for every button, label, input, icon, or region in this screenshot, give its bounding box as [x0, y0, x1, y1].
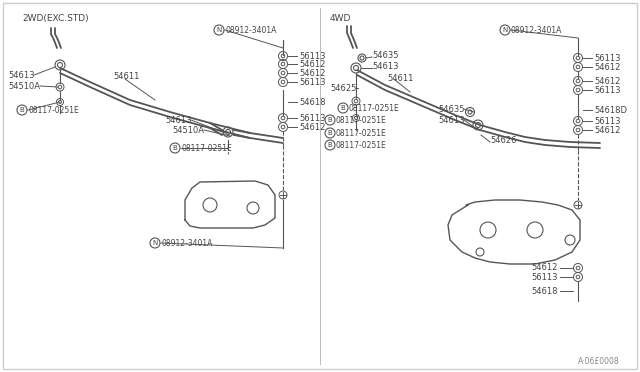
- Text: 54612: 54612: [299, 122, 325, 131]
- Text: B: B: [173, 145, 177, 151]
- Text: 08117-0251E: 08117-0251E: [336, 128, 387, 138]
- Text: B: B: [20, 107, 24, 113]
- Text: 56113: 56113: [594, 116, 621, 125]
- Text: 08912-3401A: 08912-3401A: [511, 26, 563, 35]
- Text: 54618: 54618: [299, 97, 326, 106]
- Text: 54612: 54612: [594, 125, 620, 135]
- Text: 54626: 54626: [490, 135, 516, 144]
- Text: 08117-0251E: 08117-0251E: [349, 103, 400, 112]
- Text: 4WD: 4WD: [330, 13, 351, 22]
- Text: N: N: [216, 27, 221, 33]
- Text: 54618: 54618: [531, 286, 558, 295]
- Text: 54612: 54612: [532, 263, 558, 273]
- Text: 08117-0251E: 08117-0251E: [181, 144, 232, 153]
- Text: A·06£0008: A·06£0008: [579, 357, 620, 366]
- Text: 54612: 54612: [299, 68, 325, 77]
- Text: B: B: [328, 117, 332, 123]
- Text: 56113: 56113: [594, 54, 621, 62]
- Text: 54613: 54613: [165, 115, 191, 125]
- Text: B: B: [328, 142, 332, 148]
- Text: 54611: 54611: [113, 71, 140, 80]
- Text: 54612: 54612: [594, 62, 620, 71]
- Text: 54635: 54635: [438, 105, 465, 113]
- Text: 56113: 56113: [594, 86, 621, 94]
- Text: 56113: 56113: [531, 273, 558, 282]
- Text: 54612: 54612: [594, 77, 620, 86]
- Text: 54611: 54611: [387, 74, 413, 83]
- Text: 54613: 54613: [372, 61, 399, 71]
- Text: 2WD(EXC.STD): 2WD(EXC.STD): [22, 13, 88, 22]
- Text: N: N: [502, 27, 508, 33]
- Text: 54613: 54613: [8, 71, 35, 80]
- Text: 54613: 54613: [438, 115, 465, 125]
- Text: N: N: [152, 240, 157, 246]
- Text: 08117-0251E: 08117-0251E: [28, 106, 79, 115]
- Text: 08912-3401A: 08912-3401A: [161, 238, 212, 247]
- Text: 08117-0251E: 08117-0251E: [336, 115, 387, 125]
- Text: 54635: 54635: [372, 51, 399, 60]
- Text: 54618D: 54618D: [594, 106, 627, 115]
- Text: B: B: [340, 105, 346, 111]
- Text: B: B: [328, 130, 332, 136]
- Text: 08117-0251E: 08117-0251E: [336, 141, 387, 150]
- Text: 54612: 54612: [299, 60, 325, 68]
- Text: 56113: 56113: [299, 77, 326, 87]
- Text: 56113: 56113: [299, 51, 326, 61]
- Text: 54625: 54625: [330, 83, 356, 93]
- Text: 08912-3401A: 08912-3401A: [225, 26, 276, 35]
- Text: 54510A: 54510A: [172, 125, 204, 135]
- Text: 54510A: 54510A: [8, 81, 40, 90]
- Text: 56113: 56113: [299, 113, 326, 122]
